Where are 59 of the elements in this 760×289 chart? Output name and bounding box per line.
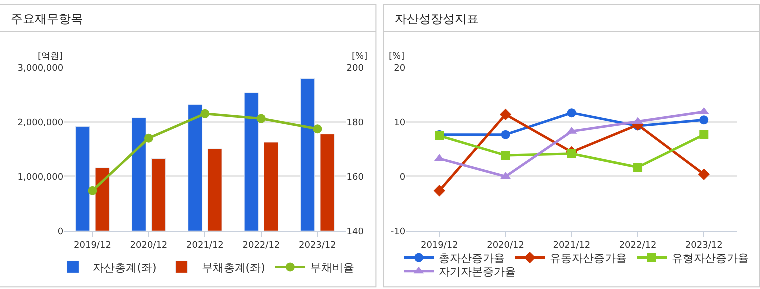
y-tick-label: 0 [400,172,406,183]
chart-title: 자산성장성지표 [395,12,479,26]
legend-label: 자기자본증가율 [439,266,516,279]
bar [188,104,203,232]
point [501,151,510,160]
y-tick-label: 1,000,000 [18,172,64,183]
point [144,134,154,143]
y-axis-title: [%] [389,52,405,62]
point [256,114,266,124]
x-tick-label: 2019/12 [420,240,458,251]
bar [76,126,90,232]
y-tick-label: -10 [390,227,406,238]
y2-tick-label: 160 [346,172,364,183]
x-tick-label: 2020/12 [487,240,524,251]
point [700,116,709,125]
y-axis-title: [억원] [38,52,64,62]
legend-label: 유동자산증가율 [550,252,627,266]
legend-label: 총자산증가율 [439,252,505,266]
point [434,185,446,197]
y2-tick-label: 140 [346,227,364,238]
point [700,130,709,140]
y2-tick-label: 180 [346,118,364,128]
y-tick-label: 2,000,000 [18,118,64,128]
point [500,108,512,121]
y-tick-label: 10 [394,118,406,128]
bar [208,148,222,232]
y-tick-label: 3,000,000 [18,64,64,74]
legend-label: 자산총계(좌) [93,261,157,274]
legend-label: 부채비율 [310,261,354,274]
bar [244,92,259,232]
bar [95,168,110,232]
bar [300,78,316,232]
x-tick-label: 2020/12 [130,240,168,251]
y-tick-label: 0 [58,227,64,238]
x-tick-label: 2022/12 [619,240,657,251]
bar [264,142,279,232]
point [88,186,98,196]
point [698,168,710,180]
x-tick-label: 2021/12 [186,240,224,251]
x-tick-label: 2022/12 [242,240,280,251]
x-tick-label: 2019/12 [74,240,112,251]
chart-title: 주요재무항목 [11,12,83,26]
legend-label: 유형자산증가율 [672,252,749,266]
x-tick-label: 2023/12 [685,240,723,251]
y-tick-label: 20 [394,64,406,74]
point [634,162,643,172]
point [567,149,576,158]
point [200,109,210,118]
bar [152,158,166,232]
bar [132,118,146,232]
x-tick-label: 2021/12 [553,240,591,251]
point [567,108,576,118]
legend-label: 부채총계(좌) [202,261,266,274]
y2-tick-label: 200 [346,64,364,74]
y2-axis-title: [%] [352,52,368,62]
point [313,124,322,134]
point [501,130,510,140]
x-tick-label: 2023/12 [298,240,336,251]
bar [320,134,335,232]
